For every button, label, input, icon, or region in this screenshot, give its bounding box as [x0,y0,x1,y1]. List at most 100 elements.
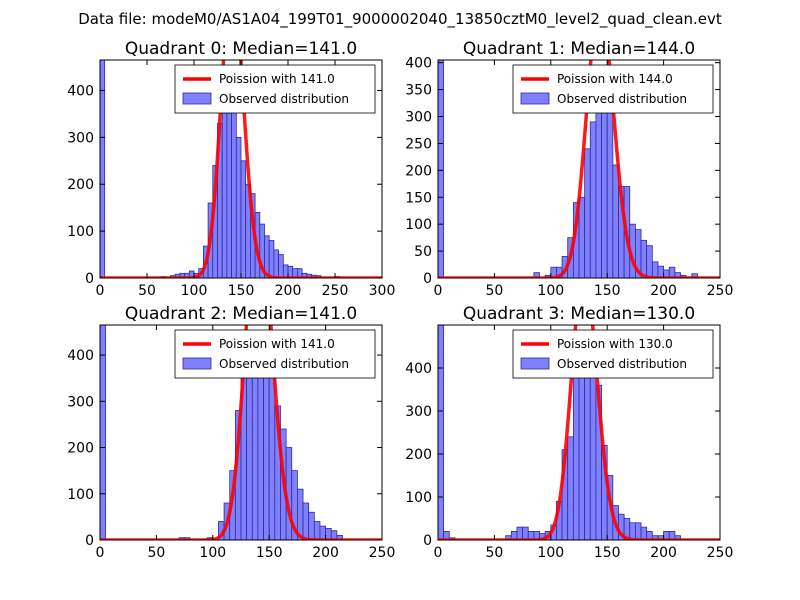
y-tick-label: 100 [67,224,94,240]
y-tick-label: 400 [67,83,94,99]
plot-area [438,60,720,278]
plot-area [100,325,382,540]
histogram-bar [251,350,259,540]
histogram-bar [578,196,586,278]
chart-title: Quadrant 1: Median=144.0 [463,39,695,59]
histogram-bar [313,521,321,540]
histogram-bar [282,264,289,278]
legend-box [512,64,714,114]
legend-bar-swatch [182,357,212,370]
y-tick-label: 150 [405,190,432,206]
poisson-curve [100,325,382,540]
x-tick-label: 0 [96,283,105,299]
legend-label-observed: Observed distribution [219,92,349,106]
axes-frame [99,324,383,541]
poisson-curve [438,60,720,278]
x-tick-label: 250 [322,283,349,299]
histogram-bar [319,525,326,540]
legend-label-poisson: Poission with 141.0 [219,72,335,86]
x-tick-label: 100 [181,283,208,299]
histogram-bar [268,240,275,278]
legend-bar-swatch [520,92,550,105]
histogram-bar [635,522,642,540]
x-tick-label: 200 [650,283,677,299]
histogram-bar [443,531,450,540]
y-tick-label: 200 [67,177,94,193]
histogram-bar [308,511,315,540]
histogram-bar [522,526,529,540]
x-tick-label: 200 [312,545,339,561]
x-tick-label: 50 [485,283,503,299]
chart-title: Quadrant 3: Median=130.0 [463,304,695,324]
figure-suptitle: Data file: modeM0/AS1A04_199T01_90000020… [78,10,722,29]
histogram-bar [100,60,106,278]
histogram-bar [640,526,648,540]
histogram-bar [273,249,279,278]
x-tick-label: 200 [275,283,302,299]
y-tick-label: 300 [67,130,94,146]
histogram-bar [235,136,242,278]
x-tick-label: 150 [594,545,621,561]
y-tick-label: 300 [405,110,432,126]
axes-frame [437,324,721,541]
histogram-bar [651,261,659,278]
histogram-bar [589,121,597,278]
histogram-bar [567,436,574,540]
y-tick-label: 300 [67,394,94,410]
chart-panel-3: 0 50 100 150 200 250 0 100 200 300 400 Quadrant 3: … [405,304,734,561]
x-tick-label: 300 [369,283,396,299]
y-tick-label: 250 [405,136,432,152]
x-tick-label: 100 [199,545,226,561]
chart-title: Quadrant 0: Median=141.0 [125,39,357,59]
y-tick-label: 200 [67,441,94,457]
histogram-bar [100,325,107,540]
y-tick-label: 200 [405,447,432,463]
legend-bar-swatch [182,92,212,105]
histogram-bar [516,526,524,540]
histogram-bar [246,359,253,540]
x-tick-label: 250 [707,283,734,299]
legend-box [174,64,376,114]
histogram-bar [302,502,310,540]
chart-panel-0: 0 50 100 150 200 250 300 0 100 200 300 400 Quadrant … [67,39,396,299]
histogram-bar [263,359,270,540]
axes-frame [437,59,721,279]
x-tick-label: 250 [369,545,396,561]
x-tick-label: 100 [537,283,564,299]
legend-label-observed: Observed distribution [219,357,349,371]
y-tick-label: 400 [67,348,94,364]
y-tick-label: 100 [67,487,94,503]
y-tick-label: 100 [405,490,432,506]
x-tick-label: 0 [96,545,105,561]
y-tick-label: 50 [414,244,432,260]
chart-panel-2: 0 50 100 150 200 250 0 100 200 300 400 Quadrant 2: … [67,304,396,561]
y-tick-label: 300 [405,404,432,420]
y-tick-label: 200 [405,163,432,179]
histogram-bar [640,239,648,278]
y-tick-label: 100 [405,217,432,233]
y-tick-label: 0 [85,533,94,549]
histogram-bar [589,363,597,540]
chart-title: Quadrant 2: Median=141.0 [125,304,357,324]
histogram-bar [584,148,591,278]
legend-label-observed: Observed distribution [557,92,687,106]
histogram-bar [278,254,284,278]
x-tick-label: 50 [138,283,156,299]
histogram-bar [674,535,681,540]
chart-panel-1: 0 50 100 150 200 250 0 50 100 150 200 250 300 350 400 Q… [405,39,734,299]
histogram-bar [221,90,228,278]
legend-label-poisson: Poission with 130.0 [557,337,673,351]
histogram-bar [612,164,619,278]
histogram-bar [578,367,586,540]
histogram-bar [438,325,445,540]
histogram-bar [606,105,614,278]
x-tick-label: 250 [707,545,734,561]
legend-box [512,329,714,379]
legend-box [174,329,376,379]
histogram-bar [287,265,294,278]
legend-label-observed: Observed distribution [557,357,687,371]
x-tick-label: 50 [147,545,165,561]
legend-label-poisson: Poission with 144.0 [557,72,673,86]
histogram-bar [572,376,580,540]
